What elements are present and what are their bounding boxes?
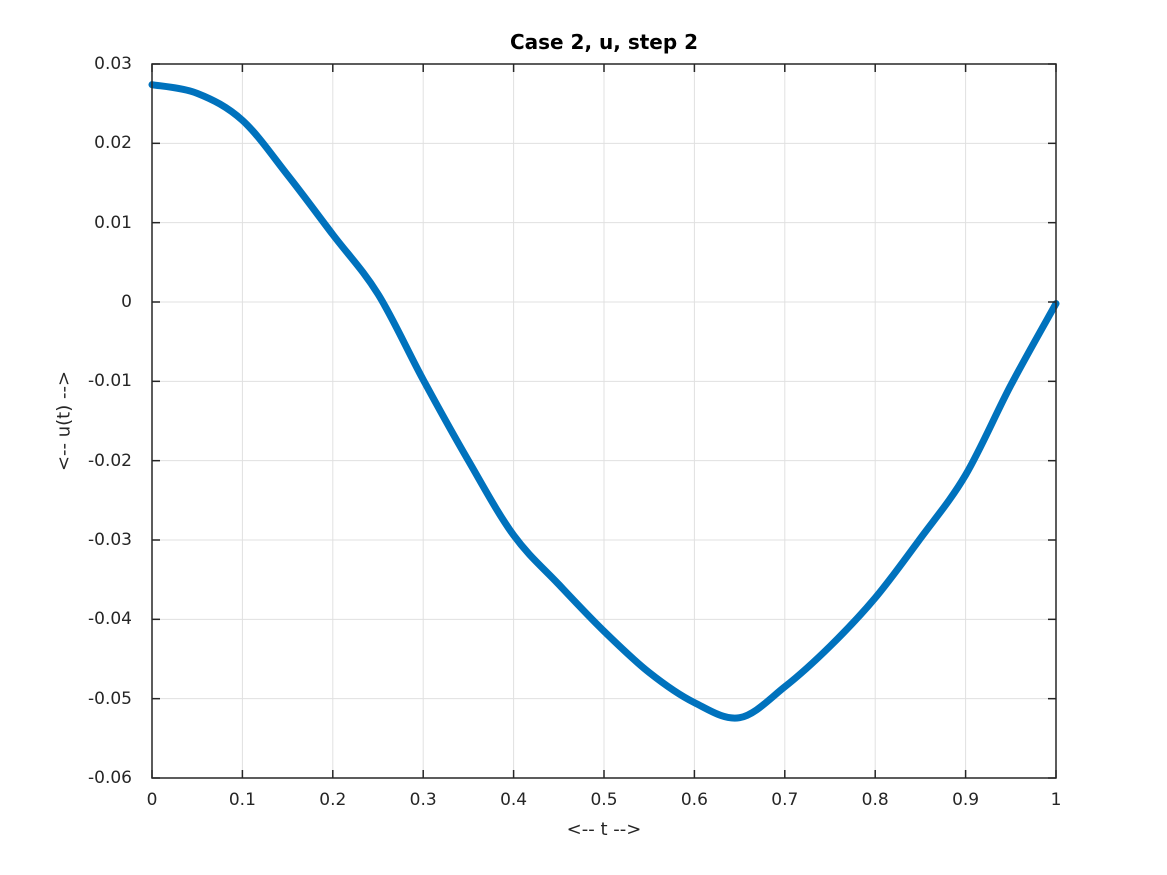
y-tick-label: -0.02 [88, 450, 132, 471]
y-tick-label: 0 [121, 292, 132, 312]
data-series-line [148, 81, 1060, 722]
x-tick-label: 0.8 [861, 790, 889, 810]
y-tick-label: 0.01 [94, 212, 132, 233]
x-tick-label: 1 [1050, 790, 1062, 810]
x-tick-label: 0.6 [680, 790, 708, 810]
x-axis-label: <-- t --> [566, 819, 642, 840]
x-tick-label: 0.2 [319, 790, 347, 810]
x-tick-label: 0.1 [228, 790, 256, 810]
x-tick-labels: 0 0.1 0.2 0.3 0.4 0.5 0.6 0.7 0.8 0.9 1 [147, 789, 1062, 813]
tick-marks [151, 63, 1057, 779]
x-tick-label: 0.9 [952, 790, 980, 810]
y-tick-label: -0.04 [88, 609, 132, 630]
y-tick-labels: 0.03 0.02 0.01 0 -0.01 -0.02 -0.03 -0.04 -0.05 -0… [0, 54, 142, 788]
y-tick-label: 0.03 [94, 54, 132, 74]
plot-title: Case 2, u, step 2 [509, 30, 699, 54]
x-tick-label: 0.4 [500, 790, 528, 810]
y-tick-label: 0.02 [94, 133, 132, 154]
y-tick-label: -0.06 [88, 768, 132, 788]
plot-svg [148, 63, 1060, 779]
y-tick-label: -0.03 [88, 530, 132, 550]
y-tick-label: -0.01 [88, 371, 132, 392]
x-tick-label: 0 [146, 790, 158, 810]
x-tick-label: 0.5 [590, 790, 618, 810]
gridlines [152, 64, 1056, 778]
x-tick-label: 0.3 [409, 790, 437, 810]
y-tick-label: -0.05 [88, 688, 132, 709]
x-tick-label: 0.7 [771, 790, 799, 810]
plot-area [148, 63, 1060, 779]
